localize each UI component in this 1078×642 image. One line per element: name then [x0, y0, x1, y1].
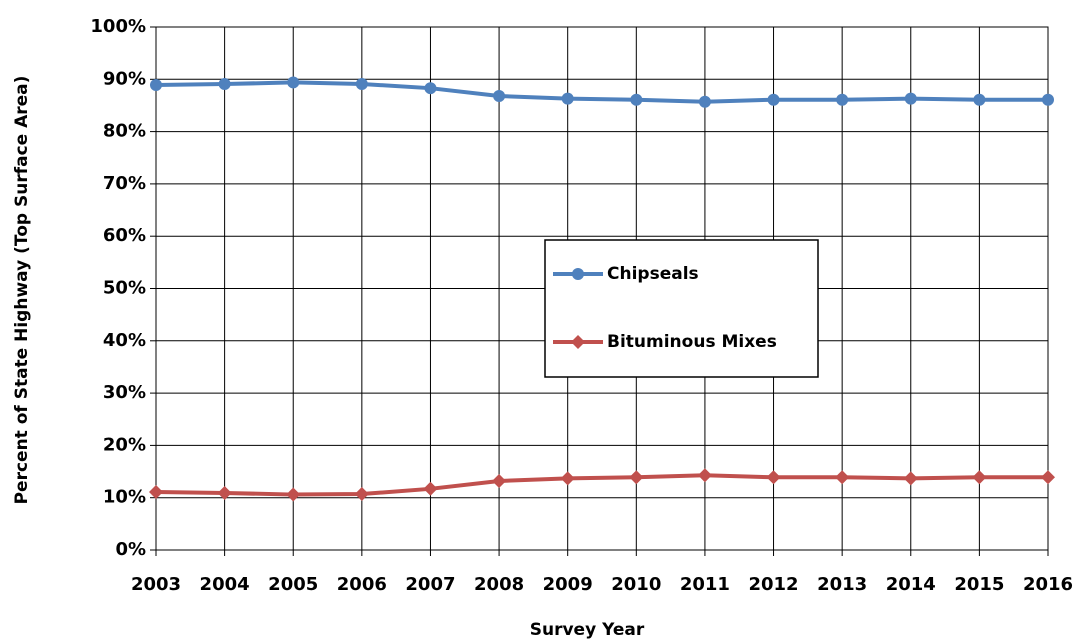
marker — [766, 470, 781, 485]
x-tick-label: 2003 — [131, 574, 181, 595]
x-tick-label: 2010 — [611, 574, 661, 595]
y-tick-label: 60% — [103, 225, 146, 246]
series-line — [155, 473, 1048, 497]
y-tick-label: 20% — [103, 434, 146, 455]
marker — [571, 335, 585, 349]
y-tick-label: 100% — [90, 16, 146, 37]
y-tick-label: 70% — [103, 173, 146, 194]
marker — [1042, 93, 1054, 106]
x-tick-label: 2007 — [405, 574, 455, 595]
marker — [561, 92, 574, 105]
marker — [973, 93, 986, 106]
marker — [629, 470, 644, 485]
marker — [1041, 470, 1055, 485]
marker — [424, 82, 437, 95]
x-tick-label: 2012 — [748, 574, 798, 595]
marker — [698, 95, 711, 108]
marker — [836, 93, 849, 106]
marker — [492, 473, 507, 488]
marker — [150, 79, 162, 92]
marker — [767, 93, 780, 106]
marker — [493, 90, 506, 103]
marker — [904, 92, 917, 105]
marker — [218, 78, 231, 91]
marker — [217, 485, 232, 500]
marker — [423, 481, 438, 496]
legend-label: Bituminous Mixes — [607, 332, 777, 352]
legend-box — [544, 239, 819, 378]
x-tick-label: 2008 — [474, 574, 524, 595]
x-tick-label: 2006 — [337, 574, 387, 595]
marker — [972, 470, 987, 485]
x-tick-label: 2004 — [200, 574, 250, 595]
x-tick-label: 2009 — [543, 574, 593, 595]
marker — [355, 78, 368, 91]
y-tick-label: 10% — [103, 487, 146, 508]
marker — [560, 471, 575, 486]
x-tick-label: 2014 — [886, 574, 936, 595]
y-axis-label: Percent of State Highway (Top Surface Ar… — [12, 76, 32, 505]
marker — [630, 93, 643, 106]
marker — [697, 468, 712, 483]
marker — [287, 76, 300, 89]
y-tick-label: 30% — [103, 382, 146, 403]
marker — [835, 470, 850, 485]
x-tick-label: 2013 — [817, 574, 867, 595]
y-tick-label: 40% — [103, 330, 146, 351]
plot-frame — [155, 26, 1049, 551]
legend-label: Chipseals — [607, 264, 699, 284]
marker — [903, 471, 918, 486]
marker — [354, 487, 369, 502]
y-tick-label: 50% — [103, 278, 146, 299]
y-tick-label: 0% — [115, 539, 146, 560]
y-tick-label: 80% — [103, 121, 146, 142]
x-tick-label: 2015 — [954, 574, 1004, 595]
y-tick-label: 90% — [103, 68, 146, 89]
x-tick-label: 2005 — [268, 574, 318, 595]
x-axis-label: Survey Year — [530, 620, 645, 640]
marker — [572, 268, 584, 280]
marker — [149, 484, 163, 499]
x-tick-label: 2016 — [1023, 574, 1073, 595]
series-line — [155, 80, 1048, 104]
x-tick-label: 2011 — [680, 574, 730, 595]
marker — [286, 487, 301, 502]
